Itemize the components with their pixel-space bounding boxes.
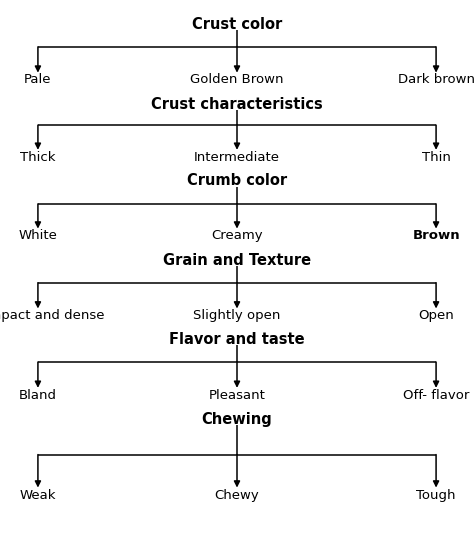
Text: Intermediate: Intermediate bbox=[194, 150, 280, 164]
Text: Thin: Thin bbox=[422, 150, 450, 164]
Text: Crumb color: Crumb color bbox=[187, 173, 287, 188]
Text: Brown: Brown bbox=[412, 229, 460, 242]
Text: Slightly open: Slightly open bbox=[193, 309, 281, 322]
Text: Tough: Tough bbox=[416, 489, 456, 503]
Text: Pleasant: Pleasant bbox=[209, 388, 265, 402]
Text: Crust characteristics: Crust characteristics bbox=[151, 97, 323, 112]
Text: Thick: Thick bbox=[20, 150, 55, 164]
Text: Golden Brown: Golden Brown bbox=[190, 73, 284, 87]
Text: Chewy: Chewy bbox=[215, 489, 259, 503]
Text: Bland: Bland bbox=[19, 388, 57, 402]
Text: Chewing: Chewing bbox=[201, 412, 273, 428]
Text: Pale: Pale bbox=[24, 73, 52, 87]
Text: Off- flavor: Off- flavor bbox=[403, 388, 469, 402]
Text: Weak: Weak bbox=[19, 489, 56, 503]
Text: Compact and dense: Compact and dense bbox=[0, 309, 105, 322]
Text: Dark brown: Dark brown bbox=[398, 73, 474, 87]
Text: Creamy: Creamy bbox=[211, 229, 263, 242]
Text: Open: Open bbox=[418, 309, 454, 322]
Text: Flavor and taste: Flavor and taste bbox=[169, 332, 305, 348]
Text: Crust color: Crust color bbox=[192, 17, 282, 33]
Text: White: White bbox=[18, 229, 57, 242]
Text: Grain and Texture: Grain and Texture bbox=[163, 253, 311, 268]
